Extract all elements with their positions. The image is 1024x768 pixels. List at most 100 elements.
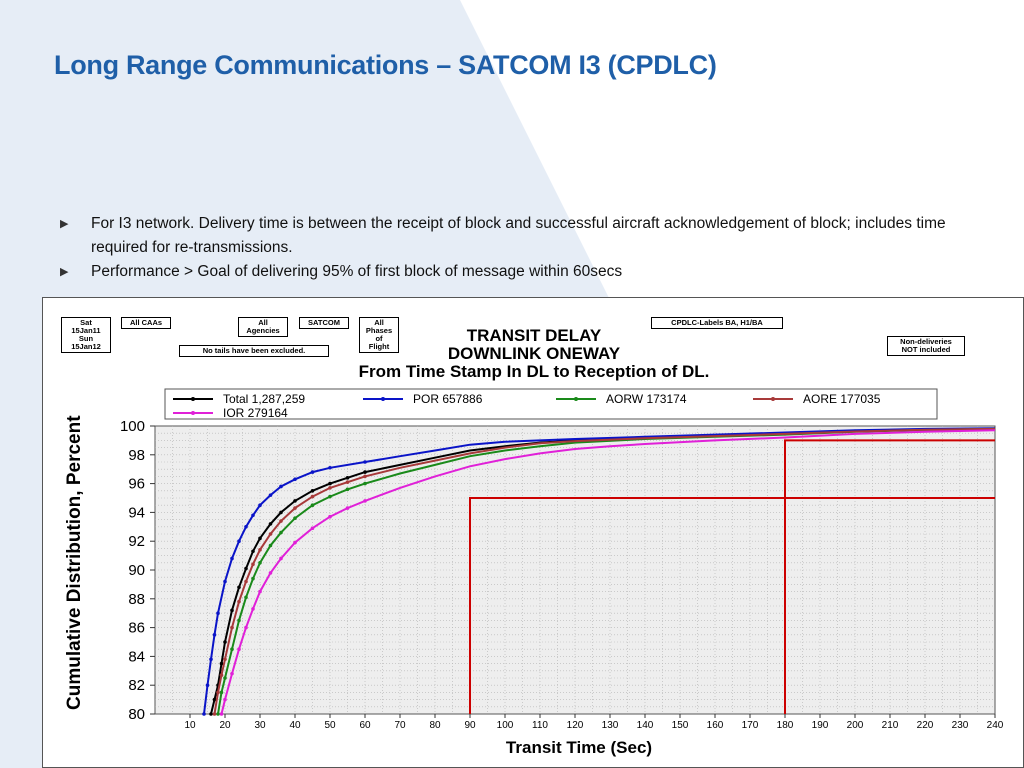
series-point	[258, 503, 262, 507]
y-tick-label: 80	[128, 706, 145, 723]
series-point	[237, 618, 241, 623]
x-tick-label: 70	[394, 720, 406, 731]
series-point	[244, 625, 248, 630]
bullet-arrow-icon: ▶	[60, 266, 69, 278]
series-point	[279, 556, 283, 561]
series-point	[216, 712, 220, 716]
x-axis-label: Transit Time (Sec)	[505, 738, 653, 757]
series-point	[251, 607, 255, 611]
chart-title-line-3: From Time Stamp In DL to Reception of DL…	[358, 362, 710, 381]
y-tick-label: 82	[128, 677, 145, 694]
series-point	[216, 611, 220, 615]
series-point	[244, 579, 248, 584]
series-point	[251, 576, 255, 581]
series-point	[310, 494, 315, 499]
series-point	[363, 481, 367, 486]
series-point	[251, 549, 255, 554]
bullet-text: For I3 network. Delivery time is between…	[91, 215, 946, 256]
chart-title-line-2: DOWNLINK ONEWAY	[447, 344, 621, 363]
series-point	[279, 510, 283, 515]
series-point	[363, 499, 367, 503]
series-point	[279, 519, 283, 523]
series-point	[328, 494, 332, 499]
slide-title: Long Range Communications – SATCOM I3 (C…	[54, 50, 717, 80]
series-point	[328, 486, 332, 490]
x-tick-label: 220	[917, 720, 934, 731]
series-point	[293, 540, 297, 545]
series-point	[268, 571, 273, 575]
legend-swatch-marker	[191, 411, 195, 415]
series-point	[223, 579, 227, 584]
series-point	[209, 657, 213, 662]
filter-caas: All CAAs	[121, 317, 171, 329]
legend-label: AORE 177035	[803, 392, 881, 406]
series-point	[212, 712, 217, 716]
series-point	[223, 657, 227, 662]
series-point	[258, 561, 262, 565]
legend-swatch-marker	[574, 397, 578, 401]
x-tick-label: 50	[324, 720, 336, 731]
x-tick-label: 90	[464, 720, 476, 731]
series-point	[237, 539, 241, 543]
series-point	[223, 640, 227, 644]
series-point	[230, 647, 234, 651]
series-point	[219, 661, 224, 666]
x-tick-label: 20	[219, 720, 231, 731]
series-point	[258, 548, 262, 552]
y-tick-label: 88	[128, 591, 145, 608]
series-point	[345, 506, 350, 510]
y-tick-label: 98	[128, 447, 145, 464]
series-point	[293, 516, 297, 520]
series-point	[310, 526, 315, 531]
series-point	[219, 673, 224, 677]
series-point	[223, 676, 227, 680]
filter-agencies: All Agencies	[238, 317, 288, 337]
series-point	[219, 712, 224, 716]
series-point	[237, 599, 241, 604]
series-point	[293, 499, 297, 503]
series-point	[363, 474, 367, 479]
series-point	[328, 465, 332, 470]
series-point	[279, 484, 283, 489]
x-tick-label: 130	[602, 720, 619, 731]
legend-box	[164, 388, 938, 420]
x-tick-label: 10	[184, 720, 196, 731]
chart-title-line-1: TRANSIT DELAY	[466, 326, 602, 345]
legend-swatch-marker	[771, 397, 775, 401]
bullet-text: Performance > Goal of delivering 95% of …	[91, 263, 623, 280]
series-point	[363, 460, 367, 464]
legend-swatch-marker	[381, 397, 385, 401]
series-point	[219, 690, 224, 695]
bullet-item: ▶ Performance > Goal of delivering 95% o…	[60, 260, 960, 284]
series-point	[268, 493, 273, 497]
x-tick-label: 200	[847, 720, 864, 731]
series-point	[251, 562, 255, 567]
x-tick-label: 190	[812, 720, 829, 731]
x-tick-label: 180	[777, 720, 794, 731]
series-point	[293, 506, 297, 510]
filter-nondelivery: Non-deliveries NOT included	[887, 336, 965, 356]
filter-labels: CPDLC-Labels BA, H1/BA	[651, 317, 783, 329]
bullet-arrow-icon: ▶	[60, 218, 69, 230]
series-point	[310, 489, 315, 493]
x-tick-label: 80	[429, 720, 441, 731]
series-point	[251, 513, 255, 518]
legend-label: Total 1,287,259	[223, 392, 305, 406]
x-tick-label: 140	[637, 720, 654, 731]
x-tick-label: 230	[952, 720, 969, 731]
series-point	[244, 525, 248, 529]
filter-phases: All Phases of Flight	[359, 317, 399, 353]
x-tick-label: 30	[254, 720, 266, 731]
x-tick-label: 110	[532, 720, 548, 731]
series-point	[363, 470, 367, 474]
y-tick-label: 90	[128, 562, 145, 579]
series-point	[230, 671, 234, 676]
series-point	[237, 585, 241, 590]
y-tick-label: 84	[128, 648, 145, 665]
series-point	[230, 556, 234, 561]
y-tick-label: 100	[120, 418, 145, 435]
filter-network: SATCOM	[299, 317, 349, 329]
x-tick-label: 60	[359, 720, 371, 731]
series-point	[223, 697, 227, 702]
x-tick-label: 40	[289, 720, 301, 731]
